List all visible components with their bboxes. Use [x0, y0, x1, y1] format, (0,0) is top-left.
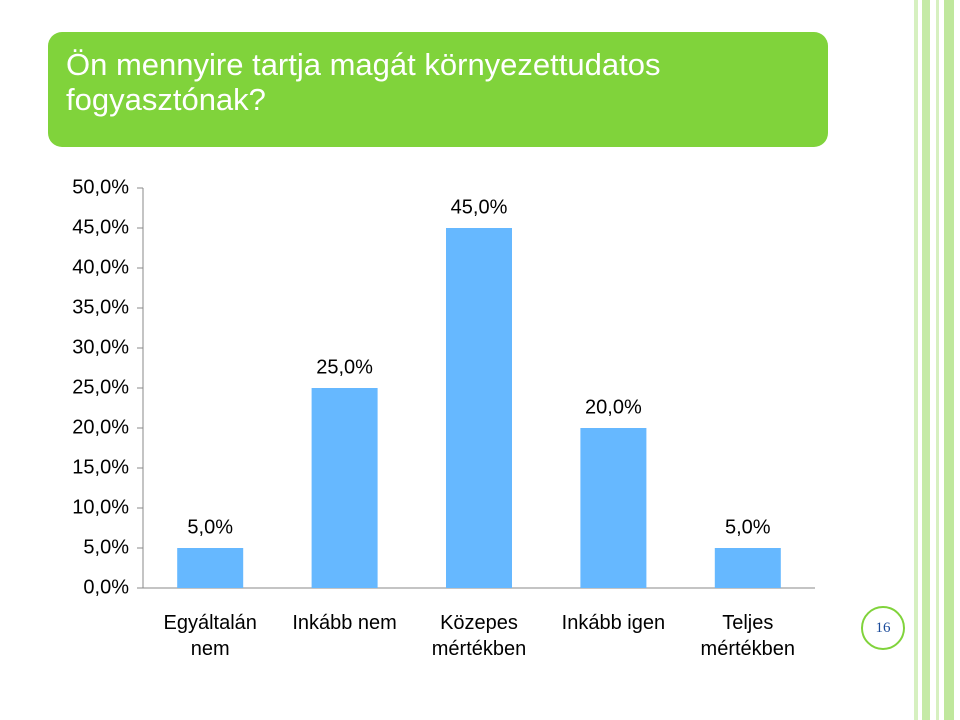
- x-tick-label: Közepes mértékben: [431, 612, 527, 660]
- y-tick-label: 15,0%: [72, 456, 129, 478]
- y-tick-label: 20,0%: [72, 416, 129, 438]
- y-tick-label: 5,0%: [83, 536, 129, 558]
- page-number: 16: [861, 606, 905, 650]
- x-tick-label: Egyáltalán nem: [163, 612, 257, 660]
- x-tick-label: Teljes mértékben: [700, 612, 796, 660]
- y-tick-label: 45,0%: [72, 216, 129, 238]
- stripe: [944, 0, 954, 720]
- y-tick-label: 0,0%: [83, 576, 129, 598]
- x-tick-label: Inkább igen: [561, 612, 666, 634]
- value-label: 5,0%: [725, 516, 771, 538]
- value-label: 20,0%: [585, 396, 642, 418]
- y-tick-label: 10,0%: [72, 496, 129, 518]
- x-tick-label: Inkább nem: [292, 612, 397, 634]
- bar: [714, 548, 781, 588]
- y-tick-label: 25,0%: [72, 376, 129, 398]
- stripe: [936, 0, 939, 720]
- bar: [580, 428, 647, 588]
- y-tick-label: 50,0%: [72, 176, 129, 198]
- value-label: 45,0%: [451, 196, 508, 218]
- y-tick-label: 40,0%: [72, 256, 129, 278]
- bar: [311, 388, 378, 588]
- bar: [177, 548, 244, 588]
- stripe: [914, 0, 918, 720]
- chart-title: Ön mennyire tartja magát környezettudato…: [48, 32, 828, 147]
- y-tick-label: 30,0%: [72, 336, 129, 358]
- value-label: 5,0%: [187, 516, 233, 538]
- stripe: [922, 0, 930, 720]
- bar: [446, 228, 512, 588]
- value-label: 25,0%: [316, 356, 373, 378]
- y-tick-label: 35,0%: [72, 296, 129, 318]
